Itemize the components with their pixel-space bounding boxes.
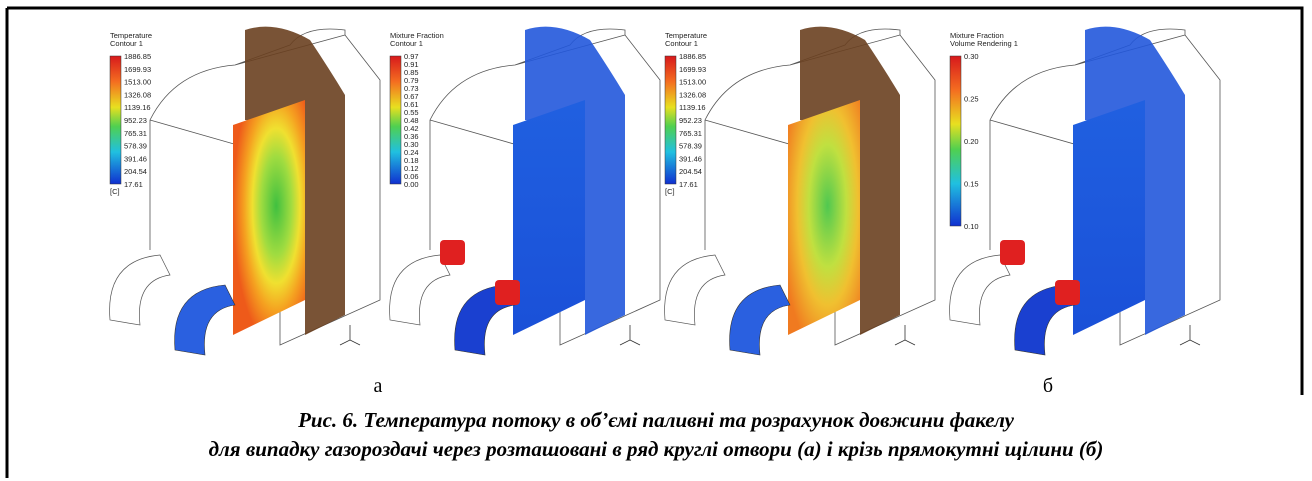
legend-label: 1513.00 — [679, 78, 706, 87]
legend-unit: [C] — [110, 187, 120, 196]
legend-label: 0.25 — [964, 95, 979, 104]
legend-label: 204.54 — [124, 167, 147, 176]
legend-label: 0.15 — [964, 180, 979, 189]
legend-label: 391.46 — [679, 154, 702, 163]
inlet-duct-2 — [950, 255, 1010, 325]
legend-label: 0.00 — [404, 180, 419, 189]
legend-subtitle: Contour 1 — [110, 39, 143, 48]
inlet-duct-2 — [110, 255, 170, 325]
legend-label: 1326.08 — [124, 90, 151, 99]
inlet-duct — [730, 285, 790, 355]
inlet-duct-2 — [390, 255, 450, 325]
legend-label: 578.39 — [124, 142, 147, 151]
legend-unit: [C] — [665, 187, 675, 196]
legend-label: 0.20 — [964, 137, 979, 146]
legend-label: 1139.16 — [124, 103, 151, 112]
legend-subtitle: Volume Rendering 1 — [950, 39, 1018, 48]
colorbar — [390, 56, 401, 184]
burner — [495, 280, 520, 305]
axes-icon — [895, 325, 915, 345]
legend-label: 17.61 — [124, 180, 143, 189]
inlet-duct — [175, 285, 235, 355]
legend-label: 0.10 — [964, 222, 979, 231]
slice — [1073, 100, 1145, 335]
slice — [233, 100, 305, 335]
legend-subtitle: Contour 1 — [665, 39, 698, 48]
page: а б Рис. 6. Температура потоку в об’ємі … — [0, 0, 1312, 481]
legend-label: 952.23 — [679, 116, 702, 125]
inlet-duct-2 — [665, 255, 725, 325]
slice — [513, 100, 585, 335]
legend-label: 1139.16 — [679, 103, 706, 112]
legend-label: 765.31 — [124, 129, 147, 138]
sublabel: б — [1043, 375, 1053, 397]
legend-label: 391.46 — [124, 154, 147, 163]
figure: а б Рис. 6. Температура потоку в об’ємі … — [0, 0, 1312, 481]
legend-label: 17.61 — [679, 180, 698, 189]
burner — [1055, 280, 1080, 305]
axes-icon — [620, 325, 640, 345]
legend-label: 204.54 — [679, 167, 702, 176]
burner — [440, 240, 465, 265]
legend-label: 0.30 — [964, 52, 979, 61]
colorbar — [110, 56, 121, 184]
slice — [788, 100, 860, 335]
legend-label: 578.39 — [679, 142, 702, 151]
burner — [1000, 240, 1025, 265]
caption-line: для випадку газороздачі через розташован… — [209, 437, 1104, 461]
legend-label: 1886.85 — [679, 52, 706, 61]
legend-label: 952.23 — [124, 116, 147, 125]
axes-icon — [340, 325, 360, 345]
caption-line: Рис. 6. Температура потоку в об’ємі пали… — [297, 408, 1014, 432]
legend-subtitle: Contour 1 — [390, 39, 423, 48]
legend-label: 1886.85 — [124, 52, 151, 61]
legend-label: 1326.08 — [679, 90, 706, 99]
colorbar — [665, 56, 676, 184]
colorbar — [950, 56, 961, 226]
legend-label: 1699.93 — [124, 65, 151, 74]
legend-label: 1699.93 — [679, 65, 706, 74]
axes-icon — [1180, 325, 1200, 345]
sublabel: а — [374, 375, 383, 397]
legend-label: 765.31 — [679, 129, 702, 138]
legend-label: 1513.00 — [124, 78, 151, 87]
